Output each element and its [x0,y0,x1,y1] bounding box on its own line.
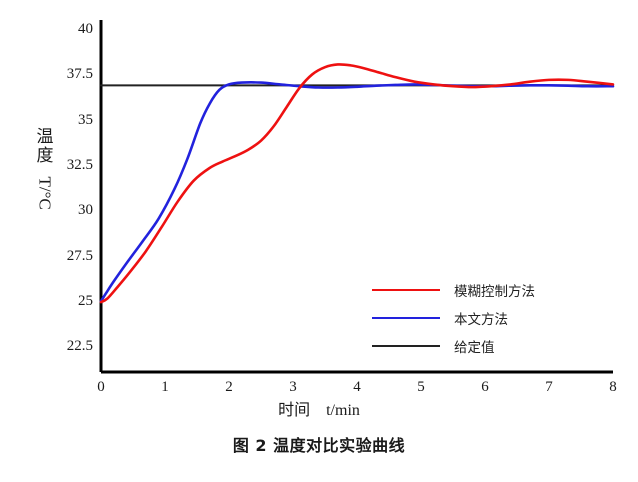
figure-caption: 图 2 温度对比实验曲线 [232,436,406,455]
y-tick-label: 27.5 [66,247,93,264]
legend-swatch [372,289,440,291]
y-tick-label: 40 [78,20,93,37]
x-tick-label: 7 [545,379,553,395]
legend-item: 给定值 [372,332,535,360]
y-tick-label: 37.5 [66,66,93,83]
legend-swatch [372,345,440,347]
x-tick-label: 4 [353,379,361,395]
y-tick-label: 30 [78,202,93,219]
series-line-fuzzy [99,63,615,304]
legend-item: 模糊控制方法 [372,276,535,304]
x-tick-label: 1 [161,379,169,395]
y-tick-label: 22.5 [66,338,93,355]
legend-item: 本文方法 [372,304,535,332]
x-tick-label: 8 [609,379,617,395]
y-tick-label: 32.5 [66,156,93,173]
x-axis-title-unit: t/min [326,402,360,419]
x-tick-label: 6 [481,379,489,395]
x-tick-label: 2 [225,379,233,395]
y-axis-title: 温度 T/°C [30,127,60,210]
legend-label: 本文方法 [454,312,508,328]
series-line-proposed [99,81,615,303]
x-axis-title-cjk: 时间 [278,400,311,419]
legend-label: 模糊控制方法 [454,284,535,300]
x-tick-label: 5 [417,379,425,395]
x-axis-title: 时间 t/min [0,396,638,420]
y-tick-label: 25 [78,293,93,310]
x-tick-label: 0 [97,379,105,395]
legend-label: 给定值 [454,340,495,356]
chart-legend: 模糊控制方法 本文方法给定值 [372,276,535,360]
x-tick-label: 3 [289,379,297,395]
y-axis-title-cjk: 温度 [36,127,54,166]
legend-swatch [372,317,440,319]
y-tick-label: 35 [78,111,93,128]
